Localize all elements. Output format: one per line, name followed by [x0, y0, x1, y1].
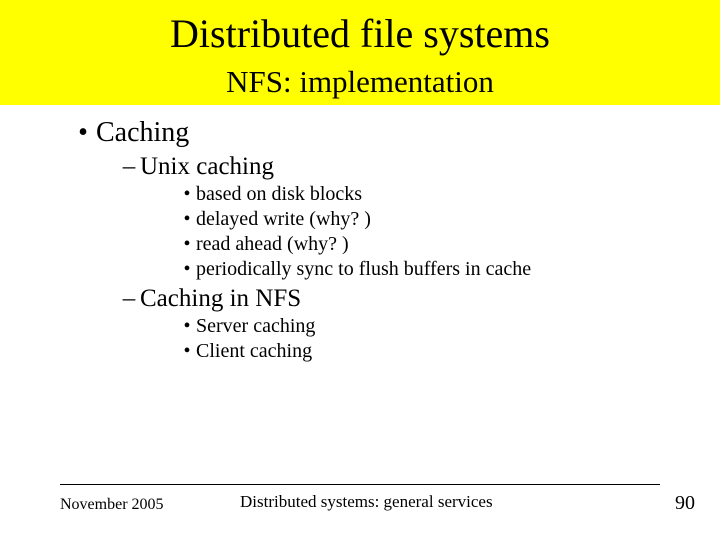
- bullet-text: Unix caching: [140, 153, 274, 181]
- bullet-glyph: •: [178, 340, 196, 363]
- bullet-lvl2: – Unix caching: [70, 153, 680, 181]
- bullet-glyph: •: [178, 233, 196, 256]
- bullet-glyph: •: [178, 183, 196, 206]
- slide-subtitle: NFS: implementation: [0, 64, 720, 100]
- slide-body: • Caching – Unix caching • based on disk…: [0, 105, 720, 363]
- bullet-lvl2: – Caching in NFS: [70, 285, 680, 313]
- bullet-text: Caching in NFS: [140, 285, 301, 313]
- bullet-text: Client caching: [196, 340, 312, 363]
- bullet-lvl3: • periodically sync to flush buffers in …: [70, 258, 680, 281]
- footer-date: November 2005: [60, 496, 164, 514]
- bullet-lvl3: • based on disk blocks: [70, 183, 680, 206]
- bullet-glyph: •: [178, 315, 196, 338]
- bullet-glyph: –: [118, 285, 140, 313]
- footer-rule: [60, 484, 660, 485]
- title-band: Distributed file systems NFS: implementa…: [0, 0, 720, 105]
- bullet-text: read ahead (why? ): [196, 233, 349, 256]
- footer-page: 90: [675, 492, 695, 515]
- slide-title: Distributed file systems: [0, 10, 720, 57]
- bullet-text: periodically sync to flush buffers in ca…: [196, 258, 531, 281]
- bullet-text: Server caching: [196, 315, 315, 338]
- bullet-glyph: •: [70, 117, 96, 149]
- bullet-glyph: •: [178, 208, 196, 231]
- footer: November 2005 Distributed systems: gener…: [60, 492, 695, 515]
- bullet-text: Caching: [96, 117, 189, 149]
- bullet-text: delayed write (why? ): [196, 208, 371, 231]
- bullet-lvl1: • Caching: [70, 117, 680, 149]
- bullet-lvl3: • read ahead (why? ): [70, 233, 680, 256]
- bullet-lvl3: • Server caching: [70, 315, 680, 338]
- bullet-text: based on disk blocks: [196, 183, 362, 206]
- bullet-glyph: –: [118, 153, 140, 181]
- bullet-lvl3: • delayed write (why? ): [70, 208, 680, 231]
- bullet-glyph: •: [178, 258, 196, 281]
- footer-center: Distributed systems: general services: [240, 492, 493, 512]
- bullet-lvl3: • Client caching: [70, 340, 680, 363]
